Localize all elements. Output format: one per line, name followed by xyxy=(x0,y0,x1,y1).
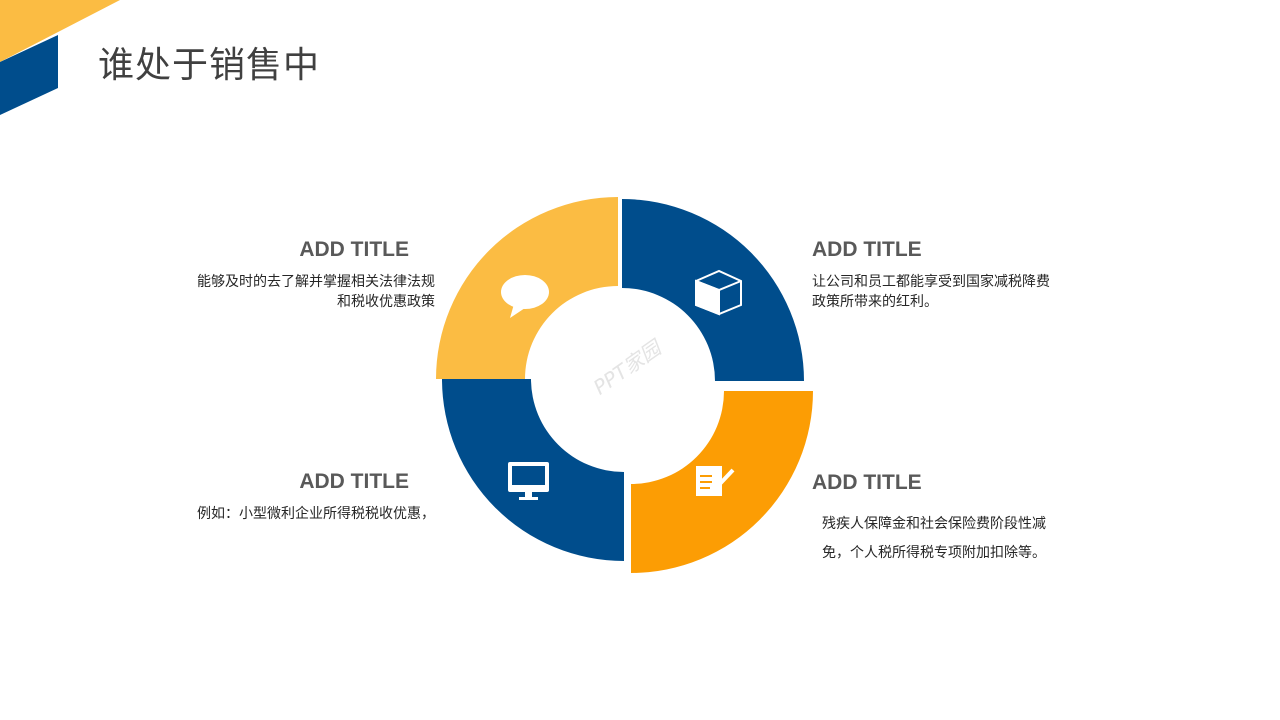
item-desc-3: 残疾人保障金和社会保险费阶段性减免，个人税所得税专项附加扣除等。 xyxy=(822,516,1046,561)
corner-yellow-shape xyxy=(0,0,120,62)
corner-blue-shape xyxy=(0,35,58,115)
item-title-4: ADD TITLE xyxy=(299,470,409,493)
monitor-icon xyxy=(508,462,549,500)
item-desc-4: 例如：小型微利企业所得税税收优惠， xyxy=(197,506,435,522)
item-title-1: ADD TITLE xyxy=(299,238,409,261)
page-title: 谁处于销售中 xyxy=(98,45,321,86)
item-desc-1: 能够及时的去了解并掌握相关法律法规和税收优惠政策 xyxy=(197,274,435,310)
notepad-pencil-icon xyxy=(696,466,735,496)
cube-icon xyxy=(695,269,742,316)
item-title-3: ADD TITLE xyxy=(812,471,922,494)
item-title-2: ADD TITLE xyxy=(812,238,922,261)
item-desc-2: 让公司和员工都能享受到国家减税降费政策所带来的红利。 xyxy=(812,274,1050,310)
speech-bubble-icon xyxy=(501,275,549,318)
